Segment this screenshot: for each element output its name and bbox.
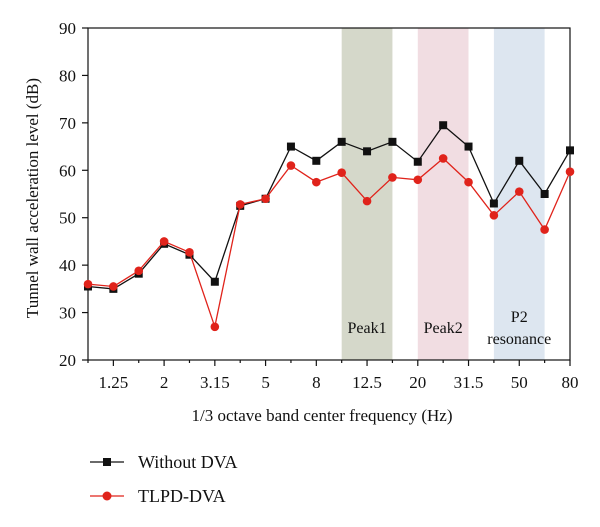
data-point — [261, 194, 270, 204]
x-tick-label: 5 — [261, 373, 270, 392]
band-label: P2 — [511, 309, 528, 326]
x-tick-label: 1.25 — [98, 373, 128, 392]
data-point — [159, 237, 169, 246]
x-tick-label: 31.5 — [454, 373, 484, 392]
x-tick-label: 3.15 — [200, 373, 230, 392]
data-point — [235, 200, 245, 209]
band-1 — [417, 28, 469, 360]
data-point — [286, 161, 296, 170]
data-point — [464, 142, 473, 151]
data-point — [210, 277, 219, 286]
series-lines — [83, 121, 575, 332]
data-point — [439, 121, 448, 130]
y-axis-label: Tunnel wall acceleration level (dB) — [23, 78, 42, 318]
series-1 — [83, 154, 575, 332]
data-point — [540, 190, 549, 198]
data-point — [83, 279, 93, 289]
y-tick-label: 60 — [59, 161, 76, 180]
data-point — [413, 175, 423, 185]
data-point — [337, 168, 346, 177]
band-label: Peak2 — [424, 320, 463, 337]
y-tick-label: 50 — [59, 209, 76, 228]
band-label: resonance — [487, 331, 551, 348]
data-point — [109, 282, 118, 291]
band-label: Peak1 — [347, 320, 386, 337]
data-point — [210, 322, 220, 332]
data-point — [464, 177, 473, 187]
band-0 — [341, 28, 393, 360]
legend-marker-square — [103, 458, 111, 466]
legend: Without DVA TLPD-DVA — [90, 452, 237, 506]
axes: 20 30 40 50 60 70 80 90 1.25 2 3.15 5 8 12.5 20 31.5 50 8… — [59, 19, 579, 392]
data-point — [312, 156, 321, 165]
x-tick-label: 2 — [160, 373, 169, 392]
data-point — [185, 248, 194, 257]
data-point — [438, 154, 448, 163]
data-point — [363, 147, 372, 156]
x-tick-label: 50 — [511, 373, 528, 392]
x-tick-label: 80 — [562, 373, 579, 392]
data-point — [514, 187, 524, 196]
legend-item-without-dva: Without DVA — [90, 452, 237, 472]
data-point — [337, 137, 346, 146]
y-tick-label: 40 — [59, 256, 76, 275]
data-point — [489, 199, 498, 208]
data-point — [388, 173, 397, 182]
x-tick-label: 8 — [312, 373, 321, 392]
y-tick-label: 80 — [59, 66, 76, 85]
legend-marker-circle — [102, 491, 112, 501]
x-axis-label: 1/3 octave band center frequency (Hz) — [191, 406, 452, 425]
data-point — [388, 137, 397, 146]
data-point — [286, 142, 295, 151]
y-tick-label: 70 — [59, 114, 76, 133]
y-tick-label: 20 — [59, 351, 76, 370]
data-point — [312, 177, 321, 187]
y-tick-label: 90 — [59, 19, 76, 38]
series-line — [87, 124, 571, 290]
data-point — [489, 211, 499, 220]
data-point — [566, 146, 574, 155]
legend-label: Without DVA — [138, 452, 237, 472]
data-point — [413, 157, 422, 166]
data-point — [565, 167, 575, 177]
plot-frame — [87, 27, 571, 361]
legend-item-tlpd-dva: TLPD-DVA — [90, 486, 226, 506]
highlight-bands: Peak1 Peak2 P2 resonance — [341, 28, 551, 360]
data-point — [362, 196, 372, 206]
data-point — [540, 225, 549, 234]
x-tick-label: 20 — [409, 373, 426, 392]
x-tick-label: 12.5 — [352, 373, 382, 392]
data-point — [134, 266, 144, 276]
legend-label: TLPD-DVA — [138, 486, 226, 506]
y-tick-label: 30 — [59, 304, 76, 323]
data-point — [515, 156, 524, 165]
series-line — [87, 157, 571, 330]
